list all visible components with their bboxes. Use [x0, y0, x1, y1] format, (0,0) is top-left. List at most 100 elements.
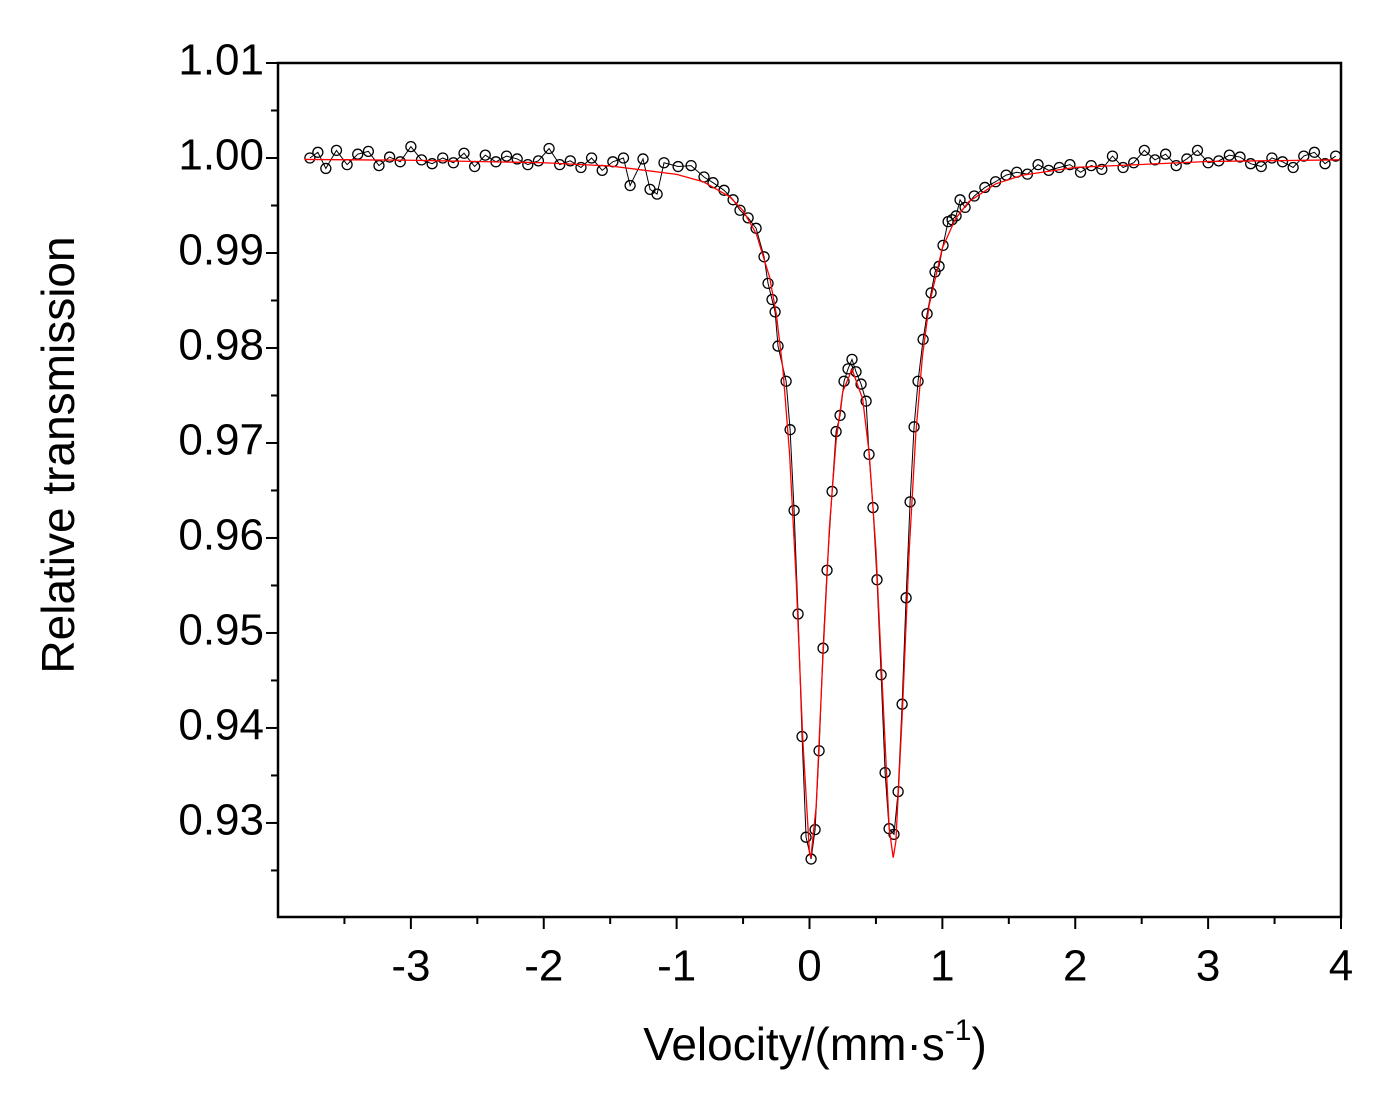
x-tick-label: -2	[524, 942, 563, 991]
data-point	[447, 157, 460, 169]
x-axis-label-end: )	[971, 1018, 986, 1070]
data-point	[352, 148, 364, 160]
data-point	[842, 363, 854, 375]
data-point	[946, 214, 958, 226]
data-point	[800, 831, 812, 843]
data-point	[658, 157, 670, 169]
y-tick-label: 0.95	[178, 606, 264, 655]
data-point	[1181, 153, 1193, 165]
data-point	[500, 150, 513, 162]
data-point	[1053, 161, 1065, 174]
data-point	[1106, 150, 1119, 162]
data-point	[758, 251, 770, 263]
data-point	[637, 153, 649, 165]
data-point	[624, 179, 636, 192]
data-point	[912, 375, 924, 387]
data-point	[734, 204, 746, 216]
x-tick-label: 1	[930, 942, 954, 991]
x-tick-label: 2	[1063, 942, 1087, 991]
data-point	[1319, 158, 1331, 170]
data-point	[1085, 159, 1097, 172]
data-point	[879, 766, 891, 779]
x-axis-label-main: Velocity/(mm·s	[643, 1018, 945, 1070]
data-point	[320, 162, 332, 175]
data-point	[784, 424, 796, 436]
data-point	[543, 142, 555, 155]
x-axis-label: Velocity/(mm·s-1)	[643, 1014, 987, 1070]
data-point	[405, 140, 417, 153]
data-point	[522, 158, 534, 171]
x-tick-label: 3	[1196, 942, 1220, 991]
data-point	[479, 149, 491, 161]
data-point	[904, 496, 916, 508]
data-point	[672, 160, 684, 173]
data-point	[968, 190, 980, 202]
data-point	[426, 158, 438, 170]
data-point	[1117, 161, 1129, 174]
data-point	[1170, 159, 1182, 172]
data-point	[772, 340, 784, 352]
plot-frame	[276, 61, 1343, 919]
data-point	[855, 378, 867, 390]
data-point	[1244, 158, 1257, 170]
y-tick-label: 1.00	[178, 131, 264, 180]
x-tick-label: -1	[657, 942, 696, 991]
data-point	[617, 152, 630, 164]
data-point	[1287, 161, 1299, 174]
data-point	[532, 155, 545, 167]
data-point	[511, 153, 523, 165]
data-point	[458, 147, 470, 159]
y-tick-label: 0.93	[178, 796, 264, 845]
data-point	[860, 395, 872, 407]
data-point	[1276, 156, 1289, 168]
data-point	[954, 194, 966, 206]
data-point	[788, 504, 800, 517]
data-point	[809, 823, 821, 836]
data-point	[1064, 158, 1076, 171]
x-tick-label: 0	[797, 942, 821, 991]
data-point	[1159, 148, 1172, 160]
data-point	[564, 155, 576, 167]
data-point	[394, 156, 406, 168]
data-point	[727, 194, 739, 206]
data-point	[685, 159, 697, 172]
data-point	[1191, 144, 1204, 157]
y-tick-label: 0.99	[178, 226, 264, 275]
data-point	[1308, 146, 1321, 158]
data-point	[1298, 150, 1310, 162]
data-point	[888, 828, 900, 841]
x-tick-label: 4	[1329, 942, 1353, 991]
x-tick-label: -3	[391, 942, 430, 991]
data-point	[846, 353, 858, 366]
data-point	[1149, 154, 1161, 166]
data-point	[908, 421, 920, 433]
data-line	[309, 145, 1336, 860]
data-point	[312, 146, 324, 158]
y-tick-label: 0.96	[178, 511, 264, 560]
x-axis-label-sup: -1	[945, 1014, 972, 1047]
data-point	[900, 592, 912, 604]
data-point	[950, 210, 962, 222]
data-point	[651, 188, 663, 200]
data-point	[1223, 149, 1236, 161]
y-tick-label: 0.98	[178, 321, 264, 370]
y-tick-label: 0.97	[178, 416, 264, 465]
data-point	[959, 201, 971, 214]
data-point	[1128, 157, 1140, 169]
data-point	[437, 152, 449, 164]
y-tick-label: 0.94	[178, 701, 264, 750]
data-point	[304, 152, 316, 164]
data-point	[554, 158, 566, 171]
y-tick-label: 1.01	[178, 36, 264, 85]
data-point	[1255, 160, 1267, 173]
data-point	[1138, 144, 1150, 157]
data-point	[762, 277, 774, 290]
data-point	[575, 161, 587, 174]
data-point	[585, 152, 598, 164]
data-point	[780, 375, 792, 387]
data-point	[1202, 157, 1214, 169]
data-point	[1032, 158, 1044, 171]
data-point	[1234, 151, 1246, 163]
